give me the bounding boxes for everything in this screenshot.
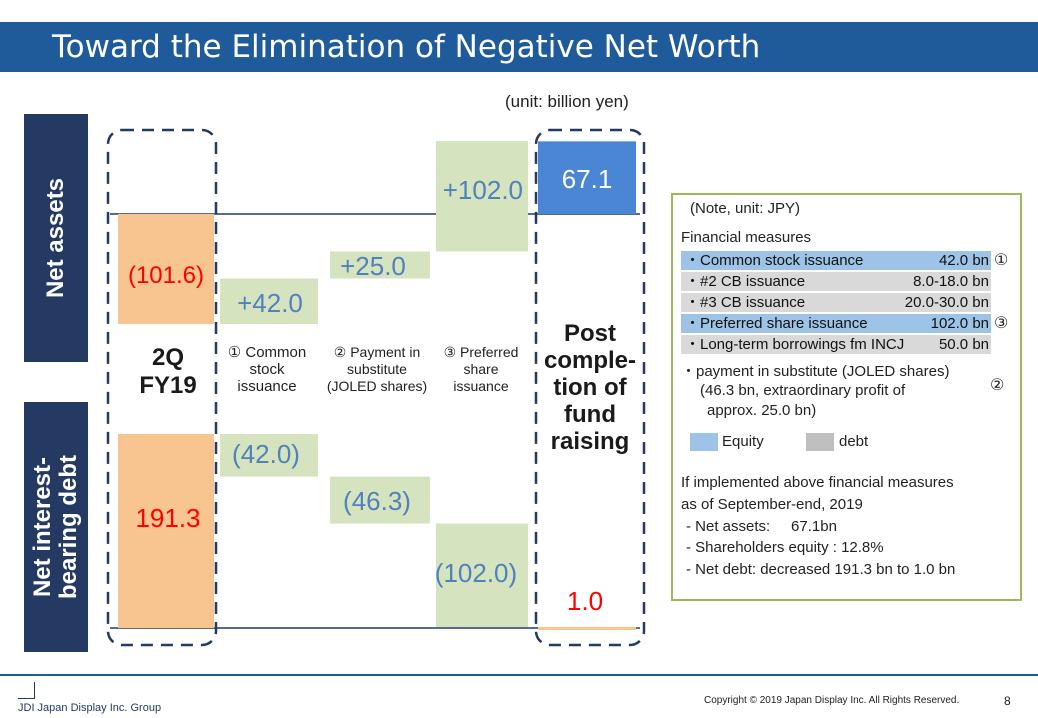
frame-2q-fy19 (106, 128, 218, 647)
measure-amount: 102.0 bn (930, 315, 989, 332)
column-label-preferred-share: ③ Preferred share issuance (443, 344, 519, 394)
bar-net-debt-0 (118, 434, 214, 628)
bar-label-net-debt-3: (102.0) (435, 558, 517, 588)
measure-name: ・#3 CB issuance (685, 294, 806, 311)
legend-swatch-equity (690, 433, 718, 451)
bar-net-debt-1 (220, 434, 318, 477)
measure-name: ・#2 CB issuance (685, 273, 806, 290)
measure-row: ・#3 CB issuance 20.0-30.0 bn (681, 293, 991, 312)
legend-swatch-debt (806, 433, 834, 451)
bar-label-net-assets-4: 67.1 (562, 164, 613, 194)
measure-row: ・#2 CB issuance 8.0-18.0 bn (681, 272, 991, 291)
summary-item-net-assets: - Net assets: 67.1bn (686, 518, 837, 535)
bar-net-debt-4 (538, 626, 636, 630)
summary-item-equity-ratio: - Shareholders equity : 12.8% (686, 539, 884, 556)
side-label-net-debt: Net interest-bearing debt (24, 402, 88, 652)
legend-label-debt: debt (839, 433, 869, 450)
legend-label-equity: Equity (722, 433, 764, 450)
summary-item-net-debt: - Net debt: decreased 191.3 bn to 1.0 bn (686, 561, 956, 578)
joled-line-1: ・payment in substitute (JOLED shares) (681, 363, 950, 380)
joled-line-3: approx. 25.0 bn) (707, 402, 817, 419)
page-title: Toward the Elimination of Negative Net W… (52, 29, 761, 65)
measure-row: ・Preferred share issuance 102.0 bn (681, 314, 991, 333)
bar-label-net-debt-4: 1.0 (567, 586, 603, 616)
bar-label-net-debt-1: (42.0) (232, 439, 300, 469)
measure-amount: 20.0-30.0 bn (904, 294, 989, 311)
footer-divider (0, 674, 1038, 676)
title-bar (0, 22, 1038, 72)
measure-name: ・Common stock issuance (685, 252, 864, 269)
measure-amount: 42.0 bn (938, 252, 989, 269)
bar-net-assets-4 (538, 141, 636, 214)
bar-net-assets-0 (118, 214, 214, 324)
bar-label-net-assets-0: (101.6) (128, 262, 204, 289)
column-label-post-completion: Post comple-tion of fund raising (543, 320, 636, 455)
bar-label-net-debt-0: 191.3 (135, 503, 200, 533)
measure-name: ・Long-term borrowings fm INCJ (685, 336, 905, 353)
measure-amount: 8.0-18.0 bn (913, 273, 989, 290)
column-label-2q-fy19: 2Q FY19 (139, 344, 197, 399)
bar-net-assets-3 (436, 141, 528, 252)
note-section-title: Financial measures (681, 229, 812, 246)
measure-marker: ③ (994, 315, 1009, 332)
column-label-common-stock: ① Common stock issuance (227, 344, 307, 395)
summary-line-2: as of September-end, 2019 (681, 496, 863, 513)
joled-line-2: (46.3 bn, extraordinary profit of (700, 382, 906, 399)
bar-net-debt-2 (330, 476, 430, 524)
measure-marker: ① (994, 252, 1009, 269)
bar-label-net-debt-2: (46.3) (343, 486, 411, 516)
unit-note: (unit: billion yen) (505, 92, 629, 111)
footer-company: JDI Japan Display Inc. Group (18, 702, 162, 714)
measure-row: ・Common stock issuance 42.0 bn (681, 251, 991, 270)
note-heading: (Note, unit: JPY) (690, 200, 801, 217)
summary-line-1: If implemented above financial measures (681, 474, 954, 491)
bar-net-debt-3 (436, 523, 528, 627)
column-label-payment-substitute: ② Payment in substitute (JOLED shares) (326, 344, 428, 394)
frame-post-completion (534, 128, 646, 647)
bar-net-assets-1 (220, 278, 318, 324)
bar-net-assets-2 (330, 251, 430, 279)
bar-label-net-assets-3: +102.0 (443, 175, 523, 205)
footer-copyright: Copyright © 2019 Japan Display Inc. All … (704, 695, 960, 706)
measure-amount: 50.0 bn (938, 336, 989, 353)
measure-row: ・Long-term borrowings fm INCJ 50.0 bn (681, 335, 991, 354)
measure-name: ・Preferred share issuance (685, 315, 868, 332)
bar-label-net-assets-2: +25.0 (340, 251, 406, 281)
side-label-net-assets: Net assets (24, 114, 88, 362)
page-number: 8 (1004, 694, 1011, 708)
company-logo-icon (18, 682, 35, 699)
joled-marker: ② (990, 377, 1005, 394)
bar-label-net-assets-1: +42.0 (237, 288, 303, 318)
